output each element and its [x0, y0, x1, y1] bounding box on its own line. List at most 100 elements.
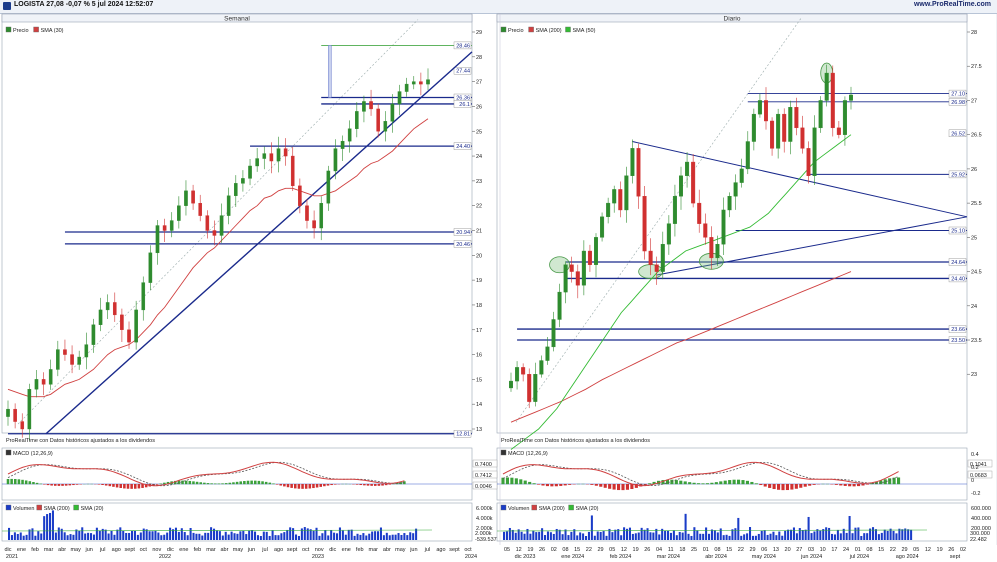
daily-volume-bar-80 — [737, 517, 740, 540]
weekly-macd-hist-73 — [272, 483, 275, 485]
daily-candle-39 — [745, 141, 750, 170]
weekly-macd-hist-5 — [24, 480, 28, 485]
weekly-xtick-25: ene — [342, 547, 351, 553]
daily-title-strip — [496, 13, 968, 23]
daily-xtick-35: 05 — [913, 547, 919, 553]
daily-macd-hist-66 — [794, 484, 798, 489]
daily-volume-bar-124 — [866, 533, 869, 540]
weekly-trend-line — [45, 51, 473, 435]
weekly-candle-59 — [426, 79, 430, 85]
weekly-volume-bar-47 — [145, 529, 148, 540]
weekly-volume-bar-8 — [31, 528, 34, 540]
weekly-volume-value-1: -539.537 — [475, 537, 497, 543]
weekly-ytick-5: 18 — [476, 303, 482, 309]
daily-volume-bar-107 — [816, 529, 819, 540]
weekly-macd-hist-2 — [14, 479, 17, 485]
daily-volume-ytick-1: 400.000 — [971, 516, 991, 522]
brand-link[interactable]: www.ProRealTime.com — [913, 1, 991, 8]
weekly-macd-hist-52 — [195, 481, 199, 485]
daily-month-0: dic 2023 — [515, 554, 536, 560]
daily-candle-6 — [545, 346, 550, 361]
weekly-price-frame — [1, 13, 473, 434]
daily-macd-hist-54 — [741, 480, 745, 485]
daily-macd-hist-52 — [732, 479, 736, 485]
daily-volume-bar-0 — [503, 531, 506, 540]
weekly-ytick-11: 24 — [476, 154, 482, 160]
daily-candle-9 — [563, 264, 568, 293]
weekly-volume-bar-37 — [116, 529, 119, 540]
daily-volume-bar-17 — [552, 533, 555, 540]
daily-xtick-2: 19 — [527, 547, 533, 553]
daily-xtick-17: 01 — [703, 547, 709, 553]
daily-candle-42 — [764, 100, 769, 122]
weekly-macd-hist-38 — [144, 484, 148, 488]
daily-volume-bar-81 — [740, 535, 743, 540]
daily-macd-hist-14 — [563, 484, 567, 486]
weekly-candle-28 — [205, 215, 210, 231]
daily-macd-hist-11 — [550, 484, 554, 487]
daily-volume-bar-26 — [579, 532, 582, 540]
daily-volume-bar-134 — [895, 533, 898, 540]
daily-candle-35 — [721, 209, 726, 245]
weekly-macd-hist-15 — [61, 484, 64, 486]
daily-macd-hist-50 — [723, 480, 727, 485]
weekly-xtick-24: dic — [329, 547, 336, 553]
daily-xtick-13: 04 — [656, 547, 662, 553]
daily-macd-hist-3 — [514, 478, 518, 485]
weekly-volume-bar-111 — [333, 532, 336, 540]
daily-volume-bar-120 — [854, 527, 857, 540]
weekly-volume-bar-54 — [166, 532, 169, 540]
daily-macd-hist-56 — [750, 481, 754, 485]
weekly-macd-hist-33 — [126, 484, 130, 489]
weekly-level-label-1: 27.44 — [456, 69, 470, 75]
weekly-candle-3 — [27, 389, 32, 430]
weekly-volume-bar-13 — [46, 514, 49, 540]
weekly-volume-legend-2: SMA (20) — [81, 506, 104, 512]
daily-ytick-5: 25.5 — [971, 201, 982, 207]
daily-volume-bar-132 — [889, 528, 892, 540]
daily-candle-56 — [849, 94, 854, 101]
weekly-candle-9 — [70, 354, 74, 365]
daily-ytick-8: 27 — [971, 98, 977, 104]
weekly-volume-bar-102 — [306, 528, 309, 540]
weekly-candle-42 — [305, 205, 309, 221]
daily-macd-hist-60 — [768, 484, 772, 488]
daily-macd-hist-88 — [892, 477, 896, 485]
daily-level-box-4 — [948, 226, 967, 235]
weekly-volume-value-0: 2.000k — [475, 531, 492, 537]
weekly-candle-36 — [262, 153, 267, 159]
daily-macd-hist-29 — [630, 484, 634, 490]
daily-macd-hist-37 — [665, 479, 669, 485]
daily-xtick-39: 02 — [960, 547, 966, 553]
weekly-volume-bar-25 — [81, 527, 84, 540]
daily-level-label-5: 24.64 — [951, 260, 965, 266]
daily-volume-sma20 — [496, 529, 928, 532]
daily-volume-bar-48 — [643, 529, 646, 540]
daily-volume-legend-swatch-1 — [531, 504, 537, 511]
daily-volume-bar-67 — [699, 533, 702, 540]
daily-macd-hist-27 — [621, 484, 625, 491]
daily-macd-hist-62 — [777, 484, 781, 490]
weekly-candle-22 — [162, 225, 167, 231]
weekly-volume-bar-116 — [347, 529, 350, 540]
daily-level-label-7: 23.66 — [951, 327, 965, 333]
daily-volume-legend-0: Volumen — [508, 506, 529, 512]
daily-candle-4 — [533, 374, 538, 402]
daily-candle-50 — [812, 127, 817, 176]
weekly-candle-14 — [105, 302, 110, 311]
weekly-xtick-13: ene — [179, 547, 188, 553]
daily-volume-bar-75 — [722, 535, 725, 540]
weekly-volume-bar-11 — [40, 533, 43, 540]
weekly-candle-32 — [233, 183, 238, 196]
weekly-volume-bar-79 — [239, 531, 242, 540]
weekly-volume-bar-84 — [254, 531, 257, 540]
daily-volume-legend-swatch-2 — [568, 504, 574, 511]
daily-volume-bar-116 — [842, 528, 845, 540]
weekly-xtick-29: may — [395, 547, 406, 553]
weekly-macd-hist-29 — [112, 484, 115, 487]
daily-volume-bar-92 — [772, 531, 775, 540]
weekly-xtick-8: ago — [112, 547, 121, 553]
weekly-candle-24 — [177, 205, 181, 221]
weekly-volume-legend-swatch-1 — [36, 504, 42, 511]
